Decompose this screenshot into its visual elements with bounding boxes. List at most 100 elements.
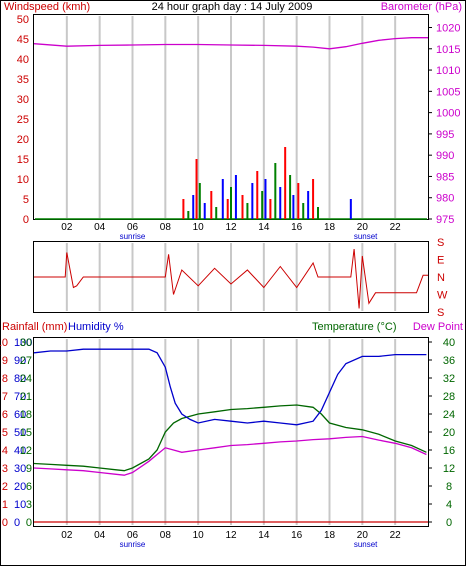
top-hour-tick-label: 06 (127, 222, 139, 233)
temperature-right-tick-label: 16 (443, 445, 455, 457)
temperature-left-tick-label: 18 (20, 409, 32, 421)
wind-bar (317, 207, 320, 219)
top-hour-tick-label: 14 (258, 222, 270, 233)
temperature-left-tick-label: 27 (20, 355, 32, 367)
humidity-axis-label: Humidity % (68, 321, 124, 333)
top-hour-tick-label: 04 (94, 222, 106, 233)
windspeed-tick-label: 45 (17, 34, 29, 46)
wind-bar (234, 175, 237, 219)
wind-bar (264, 179, 267, 219)
bottom-hour-tick-label: 20 (357, 530, 369, 541)
dew-point-line (33, 435, 427, 476)
barometer-tick-label: 1015 (436, 44, 460, 56)
grid-lines (65, 16, 397, 525)
temperature-right-tick-label: 28 (443, 391, 455, 403)
wind-bar (251, 183, 254, 219)
rainfall-tick-label: 4 (2, 445, 8, 457)
dew-point-axis-label: Dew Point (413, 321, 463, 333)
barometer-tick-label: 1010 (436, 65, 460, 77)
direction-tick-label: N (437, 272, 445, 284)
top-chart-title: 24 hour graph day : 14 July 2009 (152, 1, 313, 13)
barometer-tick-label: 985 (436, 171, 454, 183)
barometer-tick-label: 980 (436, 193, 454, 205)
barometer-tick-label: 1005 (436, 86, 460, 98)
wind-bar (261, 191, 264, 219)
wind-bar (302, 203, 305, 219)
barometer-axis-label: Barometer (hPa) (381, 1, 462, 13)
humidity-tick-label: 20 (14, 481, 26, 493)
direction-tick-label: S (437, 237, 444, 249)
windspeed-tick-label: 35 (17, 74, 29, 86)
temperature-left-tick-label: 12 (20, 445, 32, 457)
wind-bar (195, 159, 198, 219)
windspeed-tick-label: 30 (17, 94, 29, 106)
wind-bar (312, 179, 315, 219)
bottom-hour-tick-label: 02 (61, 530, 73, 541)
rainfall-tick-label: 2 (2, 481, 8, 493)
wind-direction-line (34, 248, 428, 309)
temperature-right-tick-label: 12 (443, 463, 455, 475)
wind-bar (182, 199, 185, 219)
rainfall-tick-label: 10 (0, 337, 8, 349)
temperature-right-tick-label: 40 (443, 337, 455, 349)
temperature-right-tick-label: 24 (443, 409, 455, 421)
windspeed-tick-label: 15 (17, 154, 29, 166)
barometer-tick-label: 1020 (436, 23, 460, 35)
temperature-right-tick-label: 20 (443, 427, 455, 439)
bottom-hour-tick-label: 14 (258, 530, 270, 541)
wind-bar (192, 195, 195, 219)
wind-bar (307, 191, 310, 219)
windspeed-tick-label: 5 (23, 194, 29, 206)
wind-bar (349, 199, 352, 219)
temperature-line (33, 404, 427, 472)
bottom-hour-tick-label: 06 (127, 530, 139, 541)
bottom-hour-tick-label: 18 (324, 530, 336, 541)
top-hour-tick-label: 18 (324, 222, 336, 233)
windspeed-tick-label: 0 (23, 214, 29, 226)
temperature-left-tick-label: 9 (26, 463, 32, 475)
wind-bar (292, 195, 295, 219)
chart-marks (33, 37, 428, 523)
windspeed-tick-label: 10 (17, 174, 29, 186)
wind-bar (210, 191, 213, 219)
wind-bar (241, 195, 244, 219)
temperature-left-tick-label: 21 (20, 391, 32, 403)
rainfall-axis-label: Rainfall (mm) (2, 321, 67, 333)
temperature-left-tick-label: 6 (26, 481, 32, 493)
wind-bar (203, 203, 206, 219)
temperature-left-tick-label: 24 (20, 373, 32, 385)
rainfall-tick-label: 5 (2, 427, 8, 439)
top-hour-tick-label: 16 (291, 222, 303, 233)
wind-bar (230, 187, 232, 219)
humidity-tick-label: 10 (14, 499, 26, 511)
humidity-tick-label: 90 (14, 355, 26, 367)
humidity-tick-label: 80 (14, 373, 26, 385)
rainfall-tick-label: 9 (2, 355, 8, 367)
temperature-left-tick-label: 0 (26, 517, 32, 529)
rainfall-tick-label: 8 (2, 373, 8, 385)
humidity-tick-label: 50 (14, 427, 26, 439)
bottom-hour-tick-label: 16 (291, 530, 303, 541)
bottom-hour-tick-label: 04 (94, 530, 106, 541)
rainfall-tick-label: 7 (2, 391, 8, 403)
temperature-right-tick-label: 8 (446, 481, 452, 493)
humidity-line (33, 348, 427, 426)
wind-bar (289, 175, 292, 219)
axis-ticks: 0510152025303540455097598098599099510001… (0, 14, 460, 549)
humidity-tick-label: 40 (14, 445, 26, 457)
humidity-tick-label: 100 (14, 337, 32, 349)
temperature-left-tick-label: 3 (26, 499, 32, 511)
bottom-sunrise-label: sunrise (120, 540, 146, 549)
rainfall-tick-label: 6 (2, 409, 8, 421)
direction-tick-label: S (437, 307, 444, 319)
top-sunset-label: sunset (354, 232, 378, 241)
wind-bar (269, 199, 272, 219)
temperature-left-tick-label: 30 (20, 337, 32, 349)
bottom-hour-tick-label: 10 (193, 530, 205, 541)
bottom-hour-tick-label: 22 (390, 530, 402, 541)
wind-bar (274, 163, 277, 219)
wind-bar (256, 171, 259, 219)
barometer-tick-label: 975 (436, 214, 454, 226)
top-hour-tick-label: 02 (61, 222, 73, 233)
temperature-right-tick-label: 36 (443, 355, 455, 367)
